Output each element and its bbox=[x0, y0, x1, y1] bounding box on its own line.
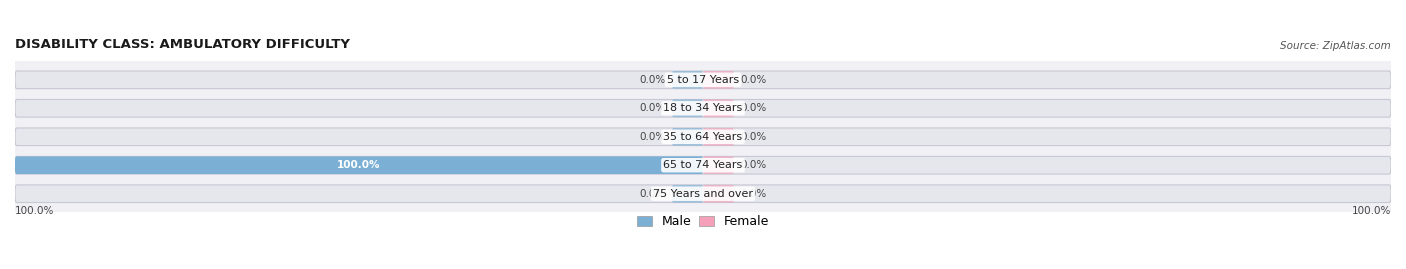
FancyBboxPatch shape bbox=[15, 128, 1391, 146]
FancyBboxPatch shape bbox=[15, 156, 1391, 174]
FancyBboxPatch shape bbox=[703, 185, 734, 203]
Text: 0.0%: 0.0% bbox=[741, 75, 768, 85]
FancyBboxPatch shape bbox=[703, 100, 734, 117]
Text: 5 to 17 Years: 5 to 17 Years bbox=[666, 75, 740, 85]
Text: 100.0%: 100.0% bbox=[15, 206, 55, 216]
FancyBboxPatch shape bbox=[15, 100, 1391, 117]
Text: Source: ZipAtlas.com: Source: ZipAtlas.com bbox=[1281, 41, 1391, 51]
Text: 0.0%: 0.0% bbox=[741, 189, 768, 199]
FancyBboxPatch shape bbox=[672, 128, 703, 146]
FancyBboxPatch shape bbox=[15, 71, 1391, 89]
Text: 0.0%: 0.0% bbox=[638, 75, 665, 85]
Text: 0.0%: 0.0% bbox=[638, 189, 665, 199]
FancyBboxPatch shape bbox=[672, 185, 703, 203]
Text: 75 Years and over: 75 Years and over bbox=[652, 189, 754, 199]
Text: 0.0%: 0.0% bbox=[741, 132, 768, 142]
Text: 18 to 34 Years: 18 to 34 Years bbox=[664, 103, 742, 113]
FancyBboxPatch shape bbox=[703, 156, 734, 174]
FancyBboxPatch shape bbox=[15, 156, 703, 174]
FancyBboxPatch shape bbox=[15, 185, 1391, 203]
FancyBboxPatch shape bbox=[703, 71, 734, 89]
FancyBboxPatch shape bbox=[703, 128, 734, 146]
Text: 35 to 64 Years: 35 to 64 Years bbox=[664, 132, 742, 142]
Text: 100.0%: 100.0% bbox=[1351, 206, 1391, 216]
Legend: Male, Female: Male, Female bbox=[631, 210, 775, 233]
Text: 100.0%: 100.0% bbox=[337, 160, 381, 170]
Text: 0.0%: 0.0% bbox=[638, 132, 665, 142]
Text: DISABILITY CLASS: AMBULATORY DIFFICULTY: DISABILITY CLASS: AMBULATORY DIFFICULTY bbox=[15, 38, 350, 51]
FancyBboxPatch shape bbox=[672, 100, 703, 117]
Text: 0.0%: 0.0% bbox=[638, 103, 665, 113]
Text: 65 to 74 Years: 65 to 74 Years bbox=[664, 160, 742, 170]
Text: 0.0%: 0.0% bbox=[741, 160, 768, 170]
FancyBboxPatch shape bbox=[672, 71, 703, 89]
Text: 0.0%: 0.0% bbox=[741, 103, 768, 113]
